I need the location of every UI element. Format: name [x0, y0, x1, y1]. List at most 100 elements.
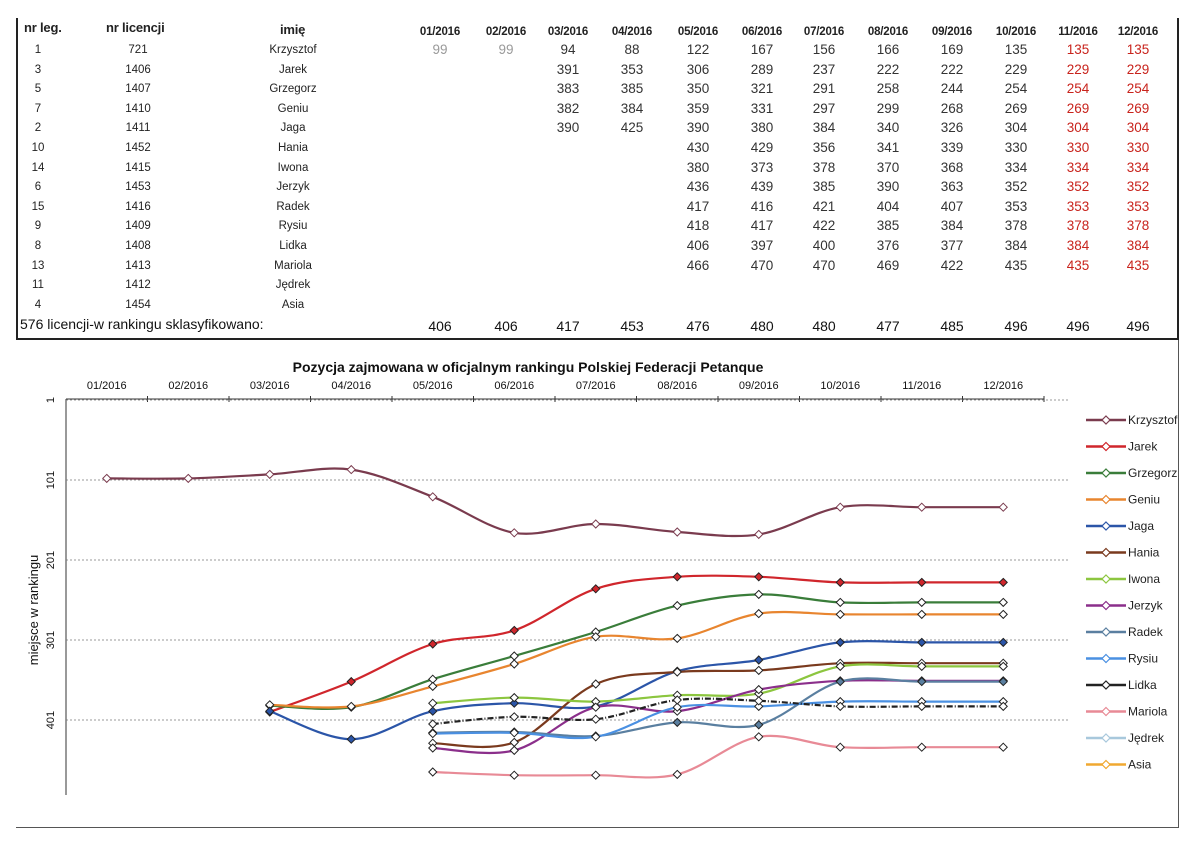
legend-label: Iwona [1128, 572, 1160, 586]
cell-value: 363 [940, 179, 964, 195]
data-point [591, 732, 601, 742]
cell-value: 229 [1004, 61, 1028, 77]
cell-value: 258 [876, 81, 900, 97]
cell-value: 373 [750, 159, 774, 175]
cell-value: 425 [620, 120, 644, 136]
table-footer-label: 576 licencji-w rankingu sklasyfikowano: [20, 316, 264, 332]
cell-value: 417 [686, 198, 710, 214]
cell-nr-leg: 14 [31, 161, 45, 174]
cell-nr-licencji: 1410 [125, 102, 151, 115]
data-point [917, 676, 927, 687]
legend-label: Geniu [1128, 493, 1160, 507]
series-line-hania [432, 661, 1004, 749]
x-tick-label: 08/2016 [657, 380, 697, 392]
data-point [428, 639, 438, 649]
cell-value: 356 [812, 140, 836, 155]
footer-value: 496 [1126, 318, 1150, 334]
data-point [835, 742, 845, 752]
header-month: 03/2016 [547, 26, 589, 38]
cell-name: Jędrek [275, 279, 311, 292]
data-point [754, 665, 764, 676]
legend-marker [1101, 521, 1111, 531]
cell-value: 94 [560, 42, 576, 57]
data-point [672, 527, 682, 537]
data-point [835, 577, 845, 588]
legend-marker [1101, 680, 1111, 690]
data-point [509, 528, 519, 538]
footer-value: 406 [428, 318, 452, 334]
x-tick-label: 05/2016 [413, 380, 453, 392]
cell-value: 418 [686, 218, 710, 234]
cell-name: Asia [281, 298, 305, 311]
data-point [591, 519, 601, 529]
data-point [917, 577, 927, 588]
y-axis-label: miejsce w rankingu [26, 555, 41, 666]
data-point [428, 719, 438, 729]
x-tick-label: 02/2016 [168, 380, 208, 392]
series-line-grzegorz [269, 593, 1004, 710]
cell-value: 330 [1126, 140, 1150, 155]
cell-value: 99 [432, 42, 448, 57]
data-point [102, 473, 112, 484]
footer-value: 485 [940, 318, 964, 334]
cell-value: 222 [876, 61, 900, 77]
legend-marker [1101, 415, 1111, 425]
cell-value: 352 [1066, 179, 1090, 195]
header-month: 09/2016 [931, 26, 973, 38]
cell-value: 350 [686, 81, 710, 97]
cell-value: 368 [940, 159, 964, 175]
legend-label: Jędrek [1128, 731, 1165, 745]
cell-name: Grzegorz [269, 83, 317, 96]
data-point [428, 698, 438, 708]
cell-value: 469 [876, 257, 900, 273]
footer-value: 496 [1004, 318, 1028, 334]
data-point [509, 712, 519, 722]
cell-value: 370 [876, 159, 900, 175]
x-tick-label: 12/2016 [983, 380, 1023, 392]
data-point [835, 609, 845, 620]
cell-value: 334 [1126, 159, 1150, 175]
data-point [998, 502, 1008, 512]
cell-nr-leg: 10 [31, 142, 45, 154]
cell-name: Lidka [279, 240, 307, 252]
cell-value: 244 [940, 81, 964, 97]
legend-label: Lidka [1128, 678, 1157, 692]
cell-value: 229 [1126, 61, 1150, 77]
cell-value: 156 [812, 42, 836, 57]
data-point [428, 767, 438, 777]
data-point [672, 769, 682, 780]
data-point [835, 701, 845, 712]
cell-value: 289 [750, 61, 774, 77]
data-point [998, 701, 1008, 712]
cell-value: 384 [812, 120, 836, 136]
cell-value: 406 [686, 238, 710, 253]
cell-name: Krzysztof [269, 44, 317, 56]
series-line-krzysztof [106, 467, 1004, 538]
data-point [754, 589, 764, 600]
cell-nr-licencji: 1452 [125, 142, 151, 154]
cell-nr-licencji: 1408 [125, 240, 151, 252]
cell-nr-leg: 9 [34, 220, 42, 233]
header-month: 07/2016 [803, 26, 845, 38]
cell-value: 254 [1126, 81, 1150, 97]
data-point [346, 701, 356, 712]
cell-value: 229 [1066, 61, 1090, 77]
cell-nr-licencji: 721 [128, 44, 148, 56]
x-tick-label: 03/2016 [250, 380, 290, 392]
cell-value: 378 [1004, 218, 1028, 234]
series-line-geniu [269, 610, 1004, 709]
data-point [672, 717, 682, 728]
cell-name: Jerzyk [276, 181, 310, 194]
cell-value: 254 [1004, 81, 1028, 97]
legend-label: Jarek [1128, 440, 1158, 454]
data-point [998, 609, 1008, 620]
cell-name: Geniu [277, 102, 309, 115]
cell-value: 352 [1004, 179, 1028, 195]
cell-nr-licencji: 1416 [125, 200, 151, 213]
cell-value: 306 [686, 61, 710, 77]
series-line-rysiu [432, 700, 1004, 740]
cell-value: 436 [686, 179, 710, 195]
cell-value: 380 [750, 120, 774, 136]
cell-value: 430 [686, 140, 710, 155]
cell-name: Jarek [278, 63, 308, 76]
